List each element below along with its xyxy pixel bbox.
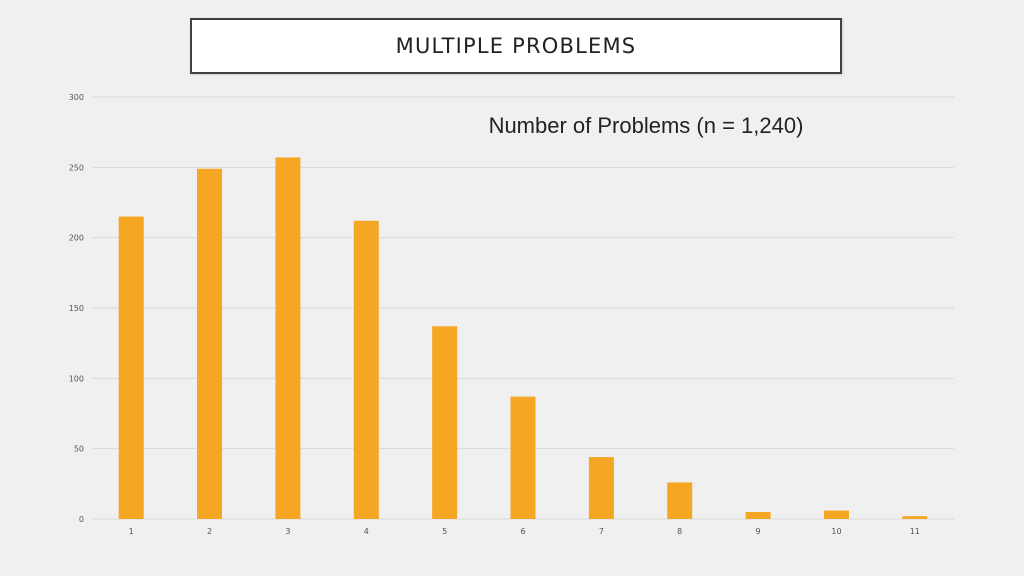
x-tick-label: 8 [677, 527, 682, 536]
x-tick-label: 3 [285, 527, 290, 536]
bar [745, 511, 771, 519]
bar [588, 457, 614, 519]
y-tick-label: 300 [69, 93, 84, 102]
y-tick-label: 200 [69, 234, 84, 243]
x-tick-label: 4 [364, 527, 369, 536]
x-axis-ticks: 1 2 3 4 5 6 7 8 9 10 11 [129, 527, 920, 536]
x-tick-label: 10 [831, 527, 841, 536]
x-tick-label: 1 [129, 527, 134, 536]
y-tick-label: 150 [69, 304, 84, 313]
slide-title: MULTIPLE PROBLEMS [395, 34, 637, 58]
x-tick-label: 9 [756, 527, 761, 536]
y-tick-label: 250 [69, 163, 84, 172]
y-axis-ticks: 0 50 100 150 200 250 300 [69, 93, 84, 524]
bar [510, 396, 536, 519]
y-tick-label: 0 [79, 515, 84, 524]
slide-title-box: MULTIPLE PROBLEMS [190, 18, 842, 74]
gridlines [92, 96, 954, 520]
bar [353, 220, 379, 519]
bar [823, 510, 849, 519]
x-tick-label: 2 [207, 527, 212, 536]
y-tick-label: 50 [74, 445, 84, 454]
x-tick-label: 6 [520, 527, 525, 536]
bar [902, 516, 928, 519]
y-tick-label: 100 [69, 374, 84, 383]
x-tick-label: 5 [442, 527, 447, 536]
bar [667, 482, 693, 519]
x-tick-label: 7 [599, 527, 604, 536]
bar [118, 216, 144, 520]
bar [275, 157, 301, 519]
bars [118, 157, 928, 520]
x-tick-label: 11 [910, 527, 920, 536]
bar [432, 326, 458, 519]
chart-title: Number of Problems (n = 1,240) [489, 113, 804, 138]
bar [197, 168, 223, 520]
